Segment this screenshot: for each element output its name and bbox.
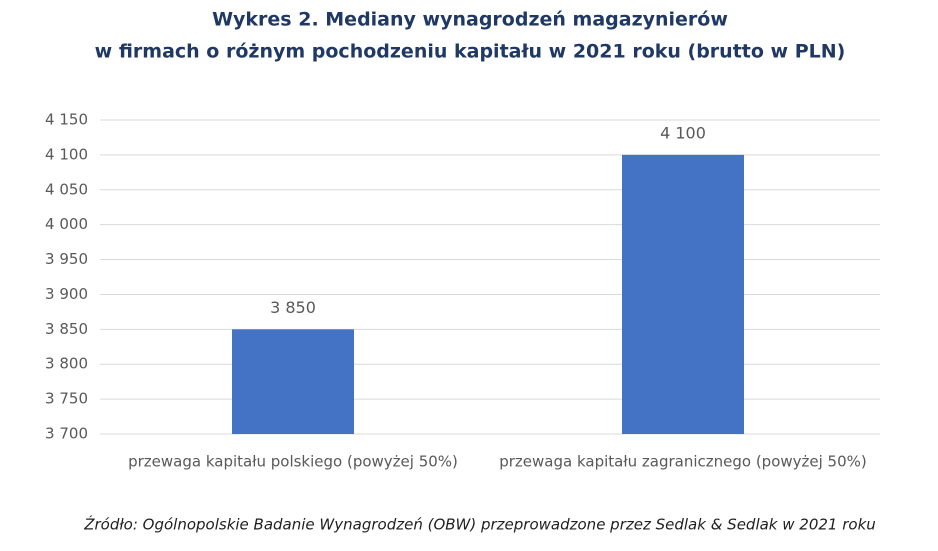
value-label: 4 100 [660,123,706,142]
chart-title: w firmach o różnym pochodzeniu kapitału … [95,41,846,63]
y-tick-label: 3 900 [45,285,88,303]
y-tick-label: 4 150 [45,111,88,129]
y-tick-label: 4 050 [45,180,88,198]
chart-title: Wykres 2. Mediany wynagrodzeń magazynier… [212,9,728,31]
y-tick-label: 3 750 [45,390,88,408]
y-tick-label: 3 700 [45,425,88,443]
x-tick-label: przewaga kapitału zagranicznego (powyżej… [499,453,867,471]
y-tick-label: 3 950 [45,250,88,268]
y-tick-label: 3 850 [45,320,88,338]
y-tick-label: 4 100 [45,145,88,163]
x-tick-label: przewaga kapitału polskiego (powyżej 50%… [128,453,458,471]
source-note: Źródło: Ogólnopolskie Badanie Wynagrodze… [83,515,876,534]
bar [232,329,354,434]
y-tick-label: 4 000 [45,215,88,233]
value-label: 3 850 [270,298,316,317]
y-tick-label: 3 800 [45,355,88,373]
bar [622,154,744,434]
